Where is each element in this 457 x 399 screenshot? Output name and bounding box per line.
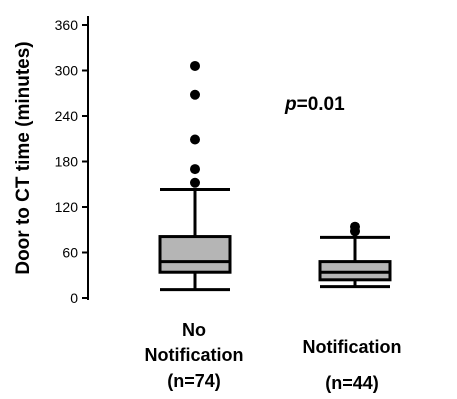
y-tick-label: 240 (55, 108, 79, 124)
p-value-symbol: p (284, 94, 297, 115)
box-series (158, 60, 392, 292)
outlier-point (190, 177, 200, 188)
y-axis-ticks: 0 60 120 180 240 300 360 (55, 17, 88, 306)
y-tick-label: 180 (55, 154, 79, 170)
y-tick-label: 0 (70, 290, 78, 306)
outlier-point (190, 89, 200, 100)
outlier-point (350, 221, 360, 232)
category-label-notification: Notification (n=44) (303, 337, 402, 393)
category-label-line: (n=74) (167, 371, 221, 391)
category-label-line: Notification (145, 345, 244, 365)
box-group (318, 221, 392, 289)
y-tick-label: 120 (55, 199, 79, 215)
iqr-box (158, 235, 232, 274)
box-group (158, 60, 232, 292)
iqr-box (318, 260, 392, 282)
outlier-point (190, 164, 200, 175)
p-value-annotation: p=0.01 (284, 94, 345, 115)
y-axis-title: Door to CT time (minutes) (13, 41, 34, 274)
p-value-text: =0.01 (297, 94, 346, 115)
y-tick-label: 360 (55, 17, 79, 33)
y-tick-label: 300 (55, 63, 79, 79)
category-label-line: No (182, 320, 206, 340)
outlier-point (190, 134, 200, 145)
category-label-no-notification: No Notification (n=74) (145, 320, 244, 391)
category-label-line: (n=44) (325, 373, 379, 393)
category-label-line: Notification (303, 337, 402, 357)
outlier-point (190, 60, 200, 71)
y-tick-label: 60 (62, 245, 78, 261)
